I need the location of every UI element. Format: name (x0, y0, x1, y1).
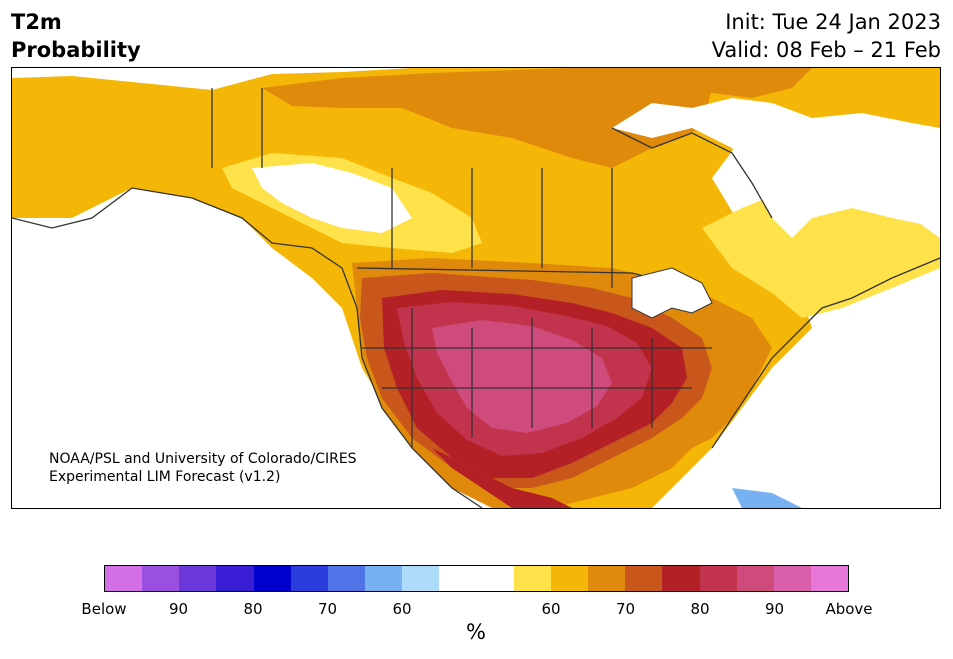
colorbar-tick-label: 70 (317, 600, 338, 618)
forecast-map (11, 67, 941, 509)
colorbar-segment (105, 566, 143, 591)
colorbar-tick-label: 70 (615, 600, 636, 618)
credit-line-1: NOAA/PSL and University of Colorado/CIRE… (49, 451, 357, 467)
region-red-mexico (432, 448, 572, 508)
init-date: Init: Tue 24 Jan 2023 (725, 10, 941, 34)
date-info: Init: Tue 24 Jan 2023 Valid: 08 Feb – 21… (712, 8, 941, 64)
region-white-bc (252, 163, 412, 233)
colorbar-segment (662, 566, 700, 591)
colorbar-tick-label: Above (825, 600, 873, 618)
title-line-1: T2m (11, 10, 62, 34)
probability-colorbar (104, 565, 849, 592)
colorbar-segment (327, 566, 366, 591)
colorbar-tick-label: Below (81, 600, 127, 618)
colorbar-tick-label: 60 (392, 600, 412, 618)
colorbar-segment (476, 566, 514, 591)
colorbar-segment (625, 566, 663, 591)
colorbar-segment (810, 566, 849, 591)
coastline-lines (12, 88, 940, 508)
colorbar-segment (439, 566, 477, 591)
colorbar-tick-label: 90 (764, 600, 785, 618)
colorbar-tick-label: 80 (243, 600, 263, 618)
title-line-2: Probability (11, 38, 141, 62)
colorbar-tick-label: 80 (690, 600, 710, 618)
region-orange-north (262, 68, 712, 168)
credit-line-2: Experimental LIM Forecast (v1.2) (49, 469, 281, 485)
colorbar-segment (736, 566, 774, 591)
colorbar-segment (588, 566, 626, 591)
region-white-alaska (12, 188, 262, 258)
colorbar-segment (773, 566, 811, 591)
colorbar-segment (402, 566, 440, 591)
region-lightblue (732, 488, 802, 508)
valid-range: Valid: 08 Feb – 21 Feb (711, 38, 941, 62)
colorbar-segment (550, 566, 589, 591)
colorbar-segment (699, 566, 737, 591)
region-white-hudson (612, 98, 940, 238)
colorbar-segment (142, 566, 180, 591)
colorbar-segment (513, 566, 551, 591)
colorbar-segment (253, 566, 291, 591)
colorbar-segment (179, 566, 217, 591)
colorbar-segment (365, 566, 403, 591)
colorbar-segment (216, 566, 254, 591)
colorbar-unit: % (466, 620, 486, 644)
colorbar-tick-label: 60 (541, 600, 561, 618)
credit-text: NOAA/PSL and University of Colorado/CIRE… (49, 450, 357, 486)
great-lakes (631, 267, 713, 319)
colorbar-segment (290, 566, 328, 591)
map-title: T2m Probability (11, 8, 141, 64)
map-canvas (12, 68, 940, 508)
region-orange-northeast (652, 68, 812, 98)
colorbar-tick-label: 90 (168, 600, 189, 618)
